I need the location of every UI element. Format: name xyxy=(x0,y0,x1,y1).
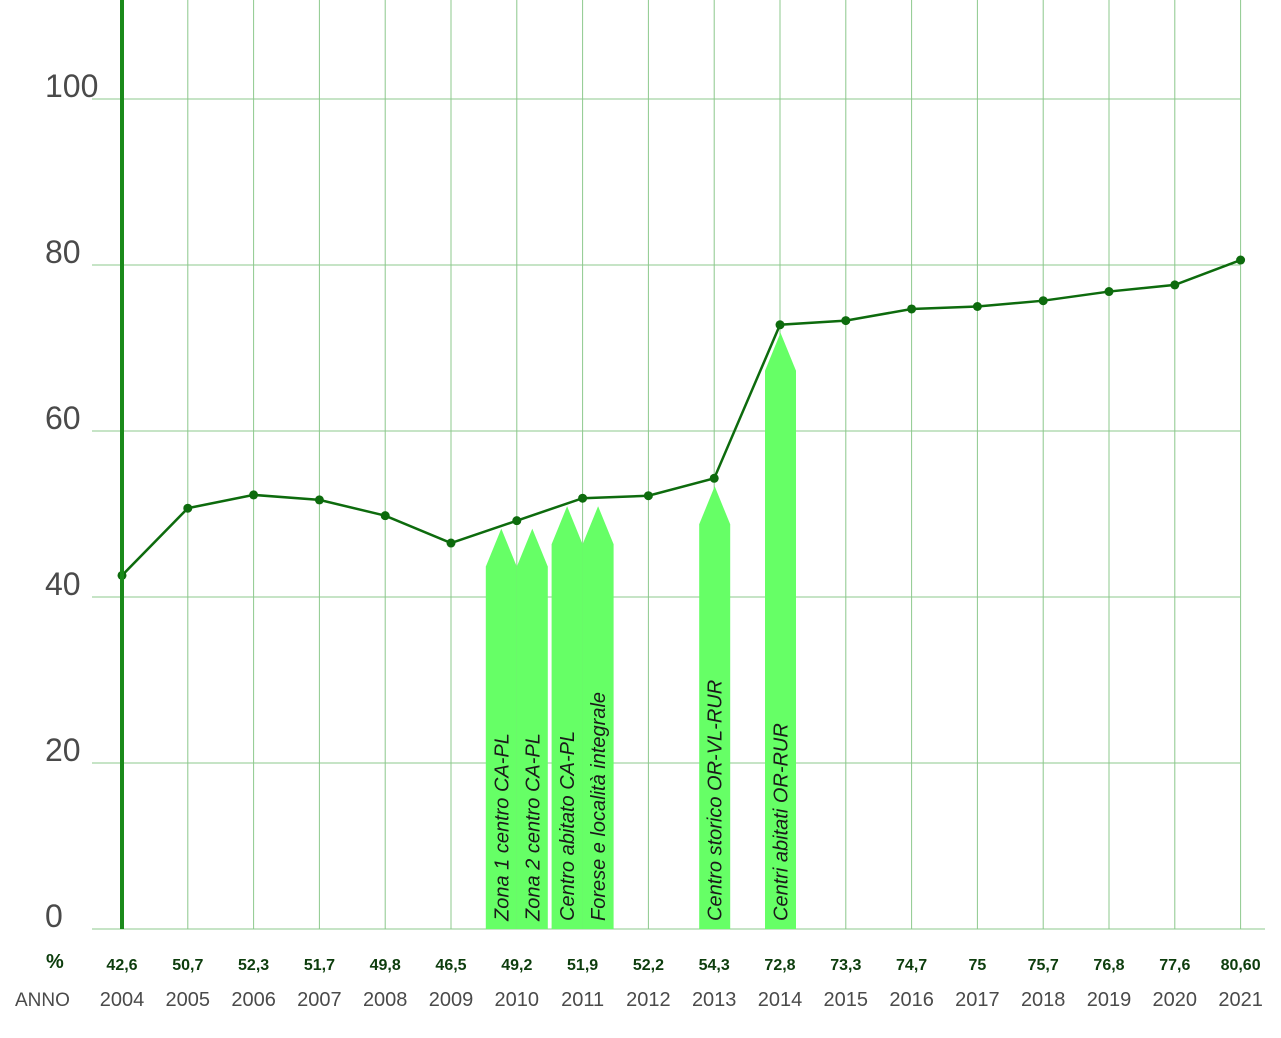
annotation-arrows: Zona 1 centro CA-PL Zona 2 centro CA-PL Ce… xyxy=(485,332,796,929)
y-tick-label: 80 xyxy=(45,234,81,270)
x-tick-label: 2011 xyxy=(561,989,604,1011)
y-tick-label: 0 xyxy=(45,898,63,934)
y-axis: 0 20 40 60 80 100 xyxy=(45,0,124,934)
value-label: 50,7 xyxy=(172,957,203,974)
data-point xyxy=(1038,296,1048,306)
x-tick-label: 2008 xyxy=(363,989,408,1011)
data-point xyxy=(1104,287,1114,297)
x-tick-label: 2007 xyxy=(297,989,342,1011)
value-label: 51,7 xyxy=(304,957,335,974)
data-point xyxy=(249,490,259,500)
x-tick-label: 2019 xyxy=(1087,989,1132,1011)
x-tick-label: 2021 xyxy=(1218,989,1263,1011)
x-tick-label: 2018 xyxy=(1021,989,1066,1011)
annotation-label: Centro abitato CA-PL xyxy=(557,731,579,921)
value-label: 49,2 xyxy=(501,957,532,974)
value-label: 73,3 xyxy=(830,957,861,974)
data-point xyxy=(709,473,719,483)
annotation-arrow xyxy=(699,486,731,929)
value-label: 54,3 xyxy=(699,957,730,974)
grid-lines xyxy=(92,0,1265,930)
annotation-arrow xyxy=(582,506,614,929)
x-tick-label: 2016 xyxy=(889,989,934,1011)
y-tick-label: 60 xyxy=(45,400,81,436)
annotation-arrow xyxy=(765,332,796,929)
year-row-header: ANNO xyxy=(15,990,70,1011)
annotation-label: Centro storico OR-VL-RUR xyxy=(705,680,727,921)
value-label: 46,5 xyxy=(435,957,466,974)
x-tick-label: 2009 xyxy=(429,989,474,1011)
y-tick-label: 40 xyxy=(45,566,81,602)
value-label: 77,6 xyxy=(1159,957,1190,974)
data-point xyxy=(972,302,982,311)
annotation-arrow xyxy=(551,506,583,929)
x-tick-label: 2020 xyxy=(1153,989,1198,1011)
data-point xyxy=(446,538,456,548)
x-tick-label: 2013 xyxy=(692,989,737,1011)
x-tick-label: 2010 xyxy=(495,989,540,1011)
value-label: 42,6 xyxy=(106,957,137,974)
annotation-arrow xyxy=(516,528,548,929)
value-label: 75,7 xyxy=(1028,957,1059,974)
data-point xyxy=(775,320,785,330)
annotation-label: Forese e località integrale xyxy=(588,692,610,921)
data-point xyxy=(1236,255,1246,265)
data-point xyxy=(512,516,522,526)
x-tick-label: 2017 xyxy=(955,989,1000,1011)
data-point xyxy=(314,495,324,505)
x-tick-label: 2014 xyxy=(758,989,803,1011)
x-tick-label: 2015 xyxy=(824,989,869,1011)
value-label: 74,7 xyxy=(896,957,927,974)
value-label: 51,9 xyxy=(567,957,598,974)
data-point xyxy=(907,304,917,314)
y-tick-label: 20 xyxy=(45,732,81,768)
value-label: 49,8 xyxy=(370,957,401,974)
x-tick-label: 2005 xyxy=(166,989,211,1011)
data-point xyxy=(643,491,653,501)
data-point xyxy=(380,511,390,521)
data-point xyxy=(841,316,851,326)
percent-row-header: % xyxy=(46,951,64,973)
annotation-label: Zona 1 centro CA-PL xyxy=(491,733,513,922)
annotation-arrow xyxy=(485,528,517,929)
annotation-label: Zona 2 centro CA-PL xyxy=(522,733,544,922)
value-label: 76,8 xyxy=(1093,957,1124,974)
value-label: 80,60 xyxy=(1221,957,1261,974)
x-tick-label: 2006 xyxy=(231,989,276,1011)
data-point xyxy=(183,503,193,513)
data-point xyxy=(1170,280,1180,290)
y-tick-label: 100 xyxy=(45,68,98,104)
series-line xyxy=(121,258,1242,577)
value-labels-row: 42,6 50,7 52,3 51,7 49,8 46,5 49,2 51,9 52,2 54,3… xyxy=(106,957,1260,974)
value-label: 72,8 xyxy=(764,957,795,974)
value-label: 52,2 xyxy=(633,957,664,974)
x-tick-label: 2012 xyxy=(626,989,671,1011)
data-series xyxy=(117,255,1246,580)
x-axis: 2004 2005 2006 2007 2008 2009 2010 2011 2012 2013… xyxy=(100,989,1263,1011)
annotation-label: Centri abitati OR-RUR xyxy=(771,723,793,921)
value-label: 75 xyxy=(969,957,987,974)
x-tick-label: 2004 xyxy=(100,989,145,1011)
data-point xyxy=(578,493,588,503)
value-label: 52,3 xyxy=(238,957,269,974)
